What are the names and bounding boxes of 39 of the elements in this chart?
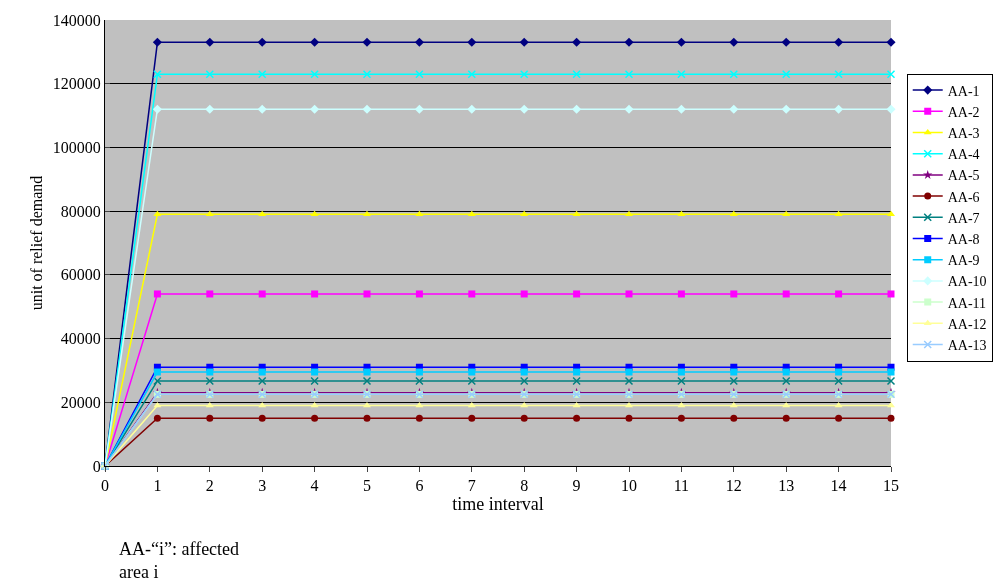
y-tick-label: 120000 — [52, 75, 101, 93]
y-tick-label: 60000 — [60, 266, 101, 284]
x-tick-label: 7 — [467, 477, 476, 495]
legend-label: AA-8 — [947, 231, 980, 247]
y-tick-label: 80000 — [60, 202, 101, 220]
y-axis-title: unit of relief demand — [27, 175, 45, 311]
x-tick-label: 6 — [415, 477, 424, 495]
y-tick-label: 140000 — [52, 11, 101, 29]
legend-label: AA-11 — [947, 295, 987, 311]
x-tick-label: 9 — [572, 477, 581, 495]
y-tick-label: 20000 — [60, 393, 101, 411]
legend-label: AA-6 — [947, 189, 980, 205]
x-tick-label: 4 — [310, 477, 319, 495]
x-tick-label: 1 — [153, 477, 162, 495]
x-tick-label: 2 — [205, 477, 214, 495]
y-tick-label: 100000 — [52, 139, 101, 157]
x-tick-label: 11 — [673, 477, 690, 495]
legend-label: AA-5 — [947, 168, 980, 184]
x-tick-label: 3 — [258, 477, 267, 495]
legend-label: AA-10 — [947, 274, 987, 290]
x-tick-label: 15 — [883, 477, 899, 495]
legend-label: AA-9 — [947, 253, 980, 269]
legend-label: AA-12 — [947, 316, 987, 332]
legend-label: AA-3 — [947, 125, 980, 141]
x-axis-title: time interval — [452, 494, 544, 515]
y-tick-label: 0 — [92, 457, 101, 475]
x-tick-label: 8 — [520, 477, 529, 495]
x-tick-label: 5 — [363, 477, 371, 495]
x-tick-label: 12 — [725, 477, 742, 495]
legend-label: AA-13 — [947, 337, 987, 353]
legend-label: AA-1 — [947, 83, 980, 99]
y-tick-label: 40000 — [60, 330, 101, 348]
legend-label: AA-4 — [947, 147, 980, 163]
x-tick-label: 14 — [830, 477, 847, 495]
x-tick-label: 10 — [621, 477, 637, 495]
legend-label: AA-7 — [947, 210, 980, 226]
legend-label: AA-2 — [947, 104, 980, 120]
x-tick-label: 13 — [778, 477, 795, 495]
text: AA-“i”: affected area i — [119, 539, 240, 580]
